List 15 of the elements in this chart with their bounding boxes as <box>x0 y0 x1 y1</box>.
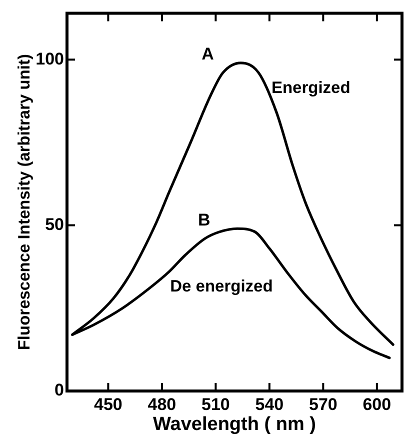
y-tick-label: 100 <box>36 49 64 68</box>
x-tick-label: 600 <box>362 394 392 414</box>
annotation: Energized <box>271 78 350 97</box>
annotation: De energized <box>170 277 273 296</box>
x-tick-label: 510 <box>202 394 230 414</box>
x-tick-label: 570 <box>308 394 338 414</box>
x-axis-title: Wavelength ( nm ) <box>153 414 316 435</box>
x-tick-label: 540 <box>255 394 284 414</box>
series-label: A <box>202 44 214 64</box>
y-axis-title: Fluorescence Intensity (arbitrary unit) <box>15 54 34 350</box>
x-tick-label: 450 <box>94 394 122 414</box>
y-tick-label: 50 <box>45 214 64 234</box>
y-tick-label: 0 <box>54 380 64 400</box>
x-tick-label: 480 <box>148 394 176 414</box>
series-label: B <box>198 210 210 230</box>
